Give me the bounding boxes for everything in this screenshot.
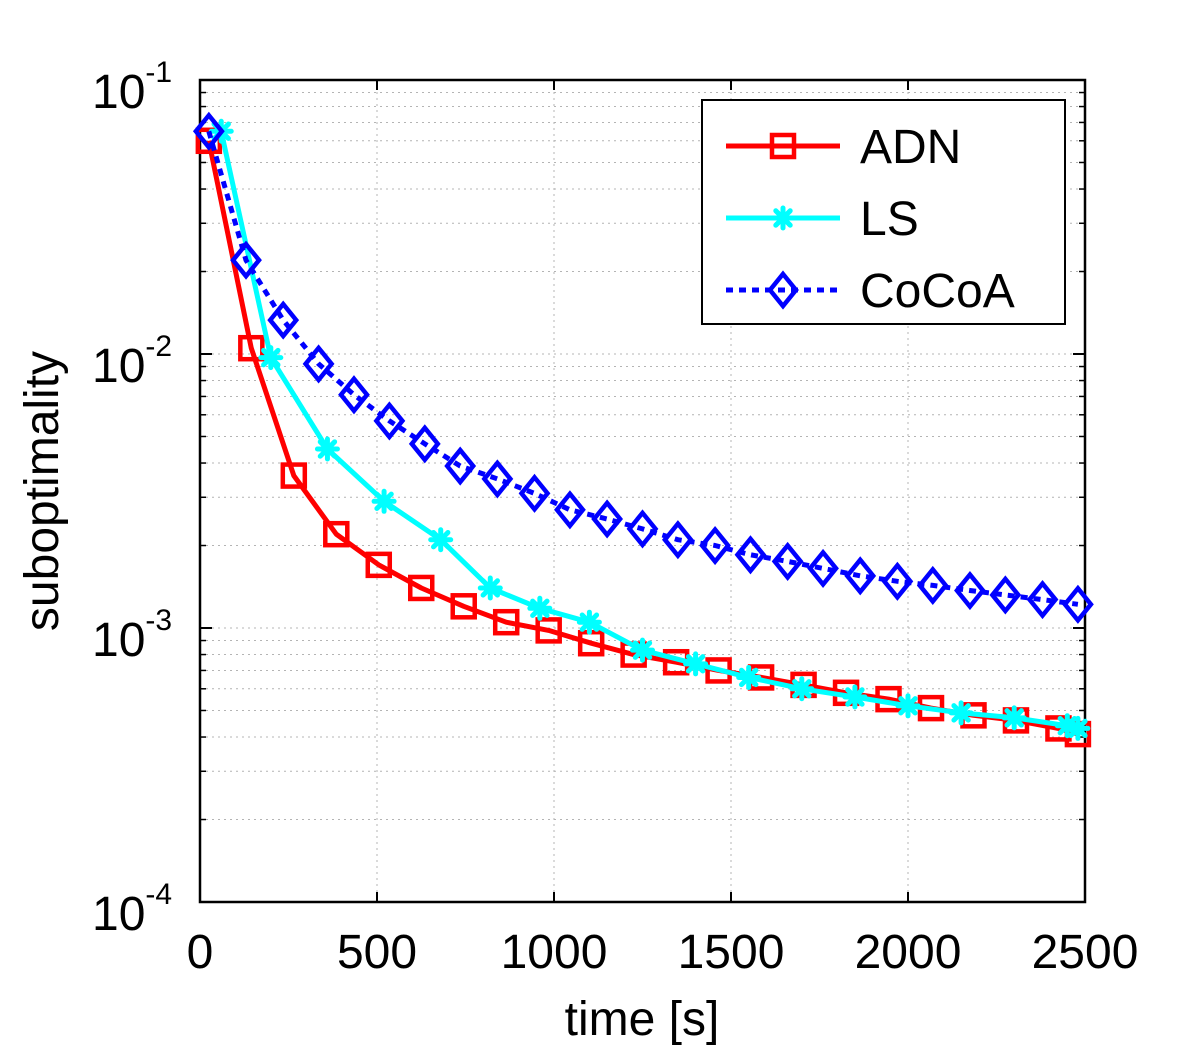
- legend-marker-ls: [770, 205, 796, 231]
- data-point-cocoa: [916, 565, 949, 606]
- series: [192, 111, 1094, 748]
- data-point-ls: [842, 684, 868, 710]
- data-point-cocoa: [554, 490, 586, 530]
- x-tick-label: 2000: [855, 926, 962, 979]
- data-point-ls: [895, 693, 921, 719]
- data-point-cocoa: [338, 375, 370, 415]
- plot-area-frame: [198, 78, 1087, 904]
- data-point-ls: [630, 637, 655, 663]
- data-point-ls: [1065, 715, 1091, 741]
- grid: [200, 80, 1085, 902]
- y-axis-title: suboptimality: [16, 351, 69, 631]
- data-point-cocoa: [1062, 584, 1094, 624]
- data-point-cocoa: [302, 344, 335, 384]
- legend-box: [701, 99, 1066, 325]
- data-point-cocoa: [699, 525, 731, 566]
- data-point-adn: [492, 608, 520, 636]
- data-point-ls: [948, 700, 974, 726]
- data-point-cocoa: [267, 300, 300, 340]
- data-point-ls: [736, 664, 762, 690]
- data-point-ls: [314, 436, 340, 462]
- y-tick-label: 10-1: [92, 56, 172, 119]
- legend: ADN LS CoCoA: [701, 99, 1066, 325]
- data-point-cocoa: [662, 520, 694, 560]
- data-point-cocoa: [518, 473, 551, 513]
- data-point-cocoa: [408, 424, 441, 464]
- data-point-cocoa: [230, 240, 262, 280]
- legend-label-ls: LS: [860, 193, 919, 246]
- x-axis-title: time [s]: [565, 993, 720, 1046]
- data-point-ls: [683, 651, 709, 677]
- data-point-cocoa: [954, 570, 986, 611]
- legend-label-cocoa: CoCoA: [860, 265, 1015, 318]
- data-point-adn: [535, 617, 562, 644]
- legend-label-adn: ADN: [860, 121, 961, 174]
- x-tick-label: 500: [337, 926, 417, 979]
- x-tick-label: 0: [187, 926, 214, 979]
- series-cocoa: [192, 111, 1094, 624]
- data-point-ls: [789, 676, 815, 702]
- data-point-adn: [280, 462, 308, 489]
- x-tick-label: 1000: [501, 926, 608, 979]
- data-point-cocoa: [881, 561, 914, 601]
- data-point-cocoa: [626, 509, 659, 549]
- data-point-cocoa: [1026, 579, 1059, 620]
- data-point-cocoa: [373, 401, 406, 441]
- data-point-adn: [365, 551, 393, 579]
- data-point-ls: [1001, 705, 1027, 731]
- data-point-cocoa: [771, 541, 804, 581]
- x-tick-label: 2500: [1032, 926, 1139, 979]
- data-point-cocoa: [844, 556, 877, 596]
- x-tick-label: 1500: [678, 926, 785, 979]
- data-point-ls: [576, 609, 602, 635]
- y-axis-tick-labels: 10-1 10-2 10-3 10-4: [92, 56, 172, 941]
- data-point-cocoa: [591, 499, 623, 539]
- data-point-ls: [428, 527, 454, 553]
- x-axis-tick-labels: 0 500 1000 1500 2000 2500: [187, 926, 1139, 979]
- data-point-ls: [371, 488, 397, 514]
- legend-entry-ls: LS: [726, 193, 919, 246]
- data-point-cocoa: [807, 548, 839, 588]
- data-point-cocoa: [192, 111, 225, 151]
- legend-marker-adn: [769, 132, 797, 160]
- legend-entry-cocoa: CoCoA: [726, 265, 1015, 318]
- data-point-cocoa: [481, 459, 514, 499]
- data-point-cocoa: [989, 575, 1022, 615]
- data-point-ls: [527, 595, 553, 621]
- data-point-ls: [477, 575, 503, 601]
- legend-entry-adn: ADN: [726, 121, 961, 174]
- data-point-cocoa: [444, 446, 477, 486]
- axis-ticks: [199, 79, 1086, 903]
- data-point-adn: [450, 593, 477, 620]
- data-point-cocoa: [734, 535, 767, 575]
- legend-marker-cocoa: [767, 270, 799, 310]
- y-tick-label: 10-2: [92, 330, 172, 393]
- data-point-ls: [258, 345, 284, 371]
- data-point-adn: [408, 574, 435, 602]
- series-line-cocoa: [206, 130, 1079, 607]
- data-point-adn: [323, 520, 350, 548]
- series-ls: [208, 118, 1091, 741]
- y-tick-label: 10-4: [92, 878, 172, 941]
- y-tick-label: 10-3: [92, 604, 172, 667]
- data-point-adn: [238, 334, 265, 362]
